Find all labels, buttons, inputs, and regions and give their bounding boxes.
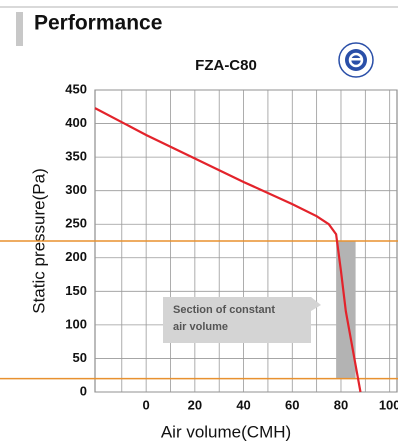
certification-logo (338, 42, 374, 78)
x-tick-label: 80 (334, 397, 348, 412)
x-tick-label: 0 (143, 397, 150, 412)
header-rule (0, 6, 398, 8)
annotation-text: air volume (173, 321, 228, 333)
y-tick-label: 250 (65, 216, 87, 231)
y-tick-label: 300 (65, 182, 87, 197)
x-tick-label: 20 (188, 397, 202, 412)
y-tick-label: 100 (65, 316, 87, 331)
y-tick-label: 400 (65, 115, 87, 130)
y-tick-label: 150 (65, 283, 87, 298)
y-tick-label: 0 (80, 383, 87, 398)
chart-title: FZA-C80 (195, 57, 257, 74)
y-tick-label: 450 (65, 81, 87, 96)
annotation-box (163, 297, 321, 343)
y-tick-label: 350 (65, 149, 87, 164)
y-tick-label: 200 (65, 249, 87, 264)
x-tick-label: 100 (379, 397, 398, 412)
x-axis-label: Air volume(CMH) (161, 422, 291, 441)
curve (94, 107, 362, 393)
x-tick-label: 40 (236, 397, 250, 412)
header-accent (16, 12, 23, 46)
header-title: Performance (34, 12, 162, 35)
annotation-text: Section of constant (173, 304, 275, 316)
y-tick-label: 50 (73, 350, 87, 365)
x-tick-label: 60 (285, 397, 299, 412)
